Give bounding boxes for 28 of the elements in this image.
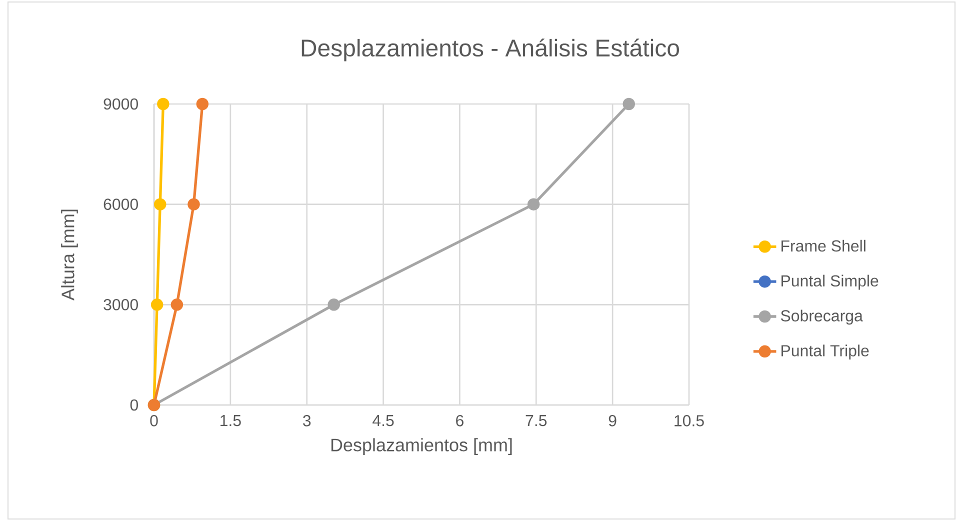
point xyxy=(170,298,184,311)
y-tick-label: 0 xyxy=(130,399,138,411)
x-tick-label: 10.5 xyxy=(674,415,704,426)
x-tick-label: 4.5 xyxy=(372,415,394,426)
y-axis-title: Altura [mm] xyxy=(61,210,78,300)
point xyxy=(527,198,540,210)
legend-label: Frame Shell xyxy=(782,240,866,252)
y-tick-label: 3000 xyxy=(104,298,138,310)
legend-label: Sobrecarga xyxy=(780,310,863,325)
point xyxy=(328,298,340,311)
point xyxy=(196,98,209,110)
x-tick-label: 0 xyxy=(150,415,158,426)
legend-label: Puntal Triple xyxy=(782,344,869,360)
x-tick-label: 3 xyxy=(303,415,311,426)
x-tick-label: 7.5 xyxy=(526,415,547,426)
point xyxy=(154,198,166,210)
x-axis-title: Desplazamientos [mm] xyxy=(331,438,512,455)
point xyxy=(150,298,164,311)
point xyxy=(157,98,170,110)
point xyxy=(622,98,636,110)
legend-label: Puntal Simple xyxy=(782,274,878,290)
x-tick-label: 1.5 xyxy=(220,415,241,426)
y-tick-label: 9000 xyxy=(104,98,138,110)
x-tick-label: 6 xyxy=(456,415,464,426)
y-tick-label: 6000 xyxy=(104,198,138,210)
chart-title: Desplazamientos - Análisis Estático xyxy=(302,38,680,62)
x-tick-label: 9 xyxy=(608,415,616,426)
point xyxy=(188,198,200,210)
